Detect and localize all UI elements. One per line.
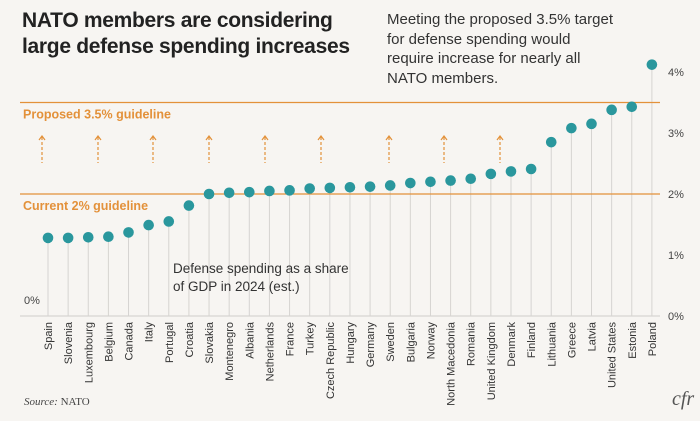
data-point [244,186,255,198]
series-annotation: Defense spending as a share of GDP in 202… [173,261,349,294]
data-point [344,181,356,193]
x-tick-label: Bulgaria [405,321,417,362]
data-point [103,231,114,242]
x-tick-label: Spain [43,322,55,350]
x-tick-label: Norway [425,322,437,360]
x-tick-label: Latvia [587,321,599,351]
x-tick-label: Portugal [164,322,176,363]
x-tick-label: Sweden [385,322,397,362]
data-point [304,183,315,194]
x-tick-label: Italy [144,322,156,343]
data-point [445,175,456,186]
arrow-head-icon [317,135,325,141]
arrow-head-icon [440,135,448,141]
x-tick-label: Montenegro [224,322,236,381]
data-point [425,176,436,188]
data-point [505,166,517,177]
data-point [646,59,658,70]
guideline-label: Current 2% guideline [23,199,148,213]
left-zero-label: 0% [24,295,40,307]
arrow-head-icon [149,135,157,141]
x-tick-label: Croatia [184,321,196,357]
data-point [405,177,416,189]
guideline-label: Proposed 3.5% guideline [23,108,171,122]
data-point [183,200,195,211]
x-tick-label: Romania [466,321,478,366]
series-annotation-line: of GDP in 2024 (est.) [173,279,300,294]
data-point [163,216,175,227]
annotation-note: Meeting the proposed 3.5% target for def… [387,11,613,87]
x-tick-label: Albania [244,321,256,359]
x-tick-label: Poland [647,322,659,356]
data-point [82,232,94,243]
y-tick-label: 4% [668,67,684,79]
data-point [62,232,74,244]
data-point [123,227,134,238]
arrow-head-icon [496,135,504,141]
data-point [626,101,638,113]
data-point [42,232,54,244]
arrow-head-icon [385,135,393,141]
x-tick-label: Slovenia [63,321,75,364]
source-label: Source: [24,396,58,408]
x-tick-label: Turkey [305,322,317,356]
arrow-head-icon [205,135,213,141]
arrow-head-icon [94,135,102,141]
x-tick-label: Netherlands [264,322,276,382]
x-tick-label: Canada [124,321,136,360]
data-point [525,163,537,175]
data-point [264,185,275,197]
x-tick-label: Hungary [345,322,357,364]
x-tick-label: Belgium [103,322,115,362]
source-value: NATO [60,396,90,408]
data-point [545,136,557,148]
arrow-head-icon [38,135,46,141]
x-tick-label: Greece [566,322,578,358]
data-point [485,168,497,180]
data-point [143,219,154,231]
y-tick-label: 3% [668,128,684,140]
x-tick-label: United States [607,322,619,389]
data-point [566,122,577,134]
x-tick-label: Denmark [506,322,518,367]
x-tick-label: North Macedonia [446,321,458,406]
x-tick-label: Germany [365,322,377,368]
y-tick-label: 1% [668,250,684,262]
x-tick-label: Slovakia [204,321,216,363]
x-tick-label: France [285,322,297,356]
x-tick-label: Estonia [627,321,639,359]
cfr-logo: cfr [672,388,695,410]
data-point [384,180,396,191]
series-annotation-line: Defense spending as a share [173,261,349,276]
x-tick-label: Luxembourg [83,322,95,383]
arrow-head-icon [261,135,269,141]
data-point [364,181,376,192]
x-tick-label: Czech Republic [325,322,337,400]
data-point [606,104,617,116]
y-tick-label: 2% [668,189,684,201]
chart-title: NATO members are considering large defen… [22,9,350,58]
x-tick-label: United Kingdom [486,322,498,400]
data-point [586,118,597,130]
data-point [284,185,295,196]
data-point [324,182,336,194]
data-point [465,173,477,185]
x-tick-label: Finland [526,322,538,358]
y-tick-label: 0% [668,311,684,323]
source-note: Source: NATO [24,396,90,408]
x-tick-label: Lithuania [546,321,558,367]
data-point [203,188,215,200]
data-point [223,187,235,199]
